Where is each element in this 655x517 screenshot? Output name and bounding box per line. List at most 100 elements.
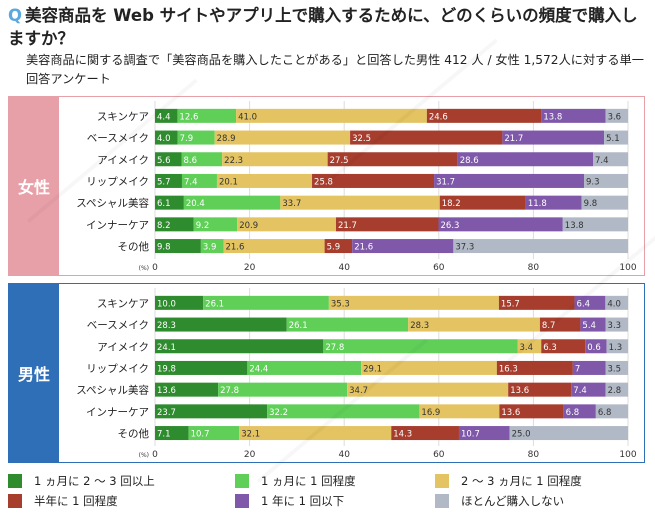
bar-segment	[391, 426, 459, 441]
x-tick-label: 80	[528, 263, 540, 273]
legend-swatch	[435, 494, 449, 508]
bar-segment	[181, 173, 217, 188]
bar-segment	[155, 130, 178, 145]
bar-segment	[155, 295, 204, 310]
legend-swatch	[8, 494, 22, 508]
male-panel: 男性 0 20 40 60 80 100 (%) スキンケア 10.0 26.1 35.3 15.7 6…	[8, 283, 645, 463]
bar-segment	[563, 404, 596, 419]
data-label: 27.5	[330, 156, 349, 166]
bar-segment	[517, 339, 542, 354]
bar-segment	[327, 152, 458, 167]
category-label: リップメイク	[86, 176, 149, 188]
x-tick-label: 60	[433, 450, 445, 460]
data-label: 13.8	[565, 221, 584, 231]
data-label: 20.4	[186, 199, 205, 209]
data-label: 7.4	[573, 386, 587, 396]
data-label: 7.1	[157, 430, 171, 440]
legend-item: 1 年に 1 回以下	[235, 493, 344, 509]
data-label: 0.6	[587, 343, 601, 353]
data-label: 29.1	[363, 364, 382, 374]
bar-segment	[541, 108, 606, 123]
data-label: 21.7	[338, 221, 357, 231]
data-label: 26.1	[205, 299, 224, 309]
data-label: 7.4	[595, 156, 609, 166]
bar-segment	[183, 195, 281, 210]
data-label: 5.9	[327, 243, 341, 253]
bar-segment	[585, 339, 607, 354]
bar-segment	[223, 239, 325, 254]
female-panel: 女性 0 20 40 60 80 100 (%) スキンケア 4.4 12.6 41.0 24.6 13…	[8, 96, 645, 276]
bar-segment	[216, 173, 313, 188]
legend-item: ほとんど購入しない	[435, 493, 564, 509]
category-label: リップメイク	[86, 363, 149, 375]
bar-segment	[155, 195, 184, 210]
data-label: 26.3	[441, 221, 460, 231]
x-tick-label: 20	[244, 263, 256, 273]
question-title: Q 美容商品を Web サイトやアプリ上で購入するために、どのくらいの頻度で購入し…	[8, 4, 653, 50]
data-label: 23.7	[157, 408, 176, 418]
legend-swatch	[235, 494, 249, 508]
bar-segment	[203, 295, 329, 310]
category-label: アイメイク	[97, 154, 149, 166]
data-label: 9.2	[196, 221, 210, 231]
bar-segment	[188, 426, 240, 441]
data-label: 26.1	[289, 321, 308, 331]
data-label: 28.3	[157, 321, 176, 331]
bar-segment	[200, 239, 224, 254]
bar-segment	[177, 130, 215, 145]
legend-item: 2 ～ 3 ヵ月に 1 回程度	[435, 473, 582, 489]
bar-segment	[439, 195, 526, 210]
x-tick-label: 80	[528, 450, 540, 460]
bar-segment	[155, 152, 182, 167]
data-label: 15.7	[501, 299, 520, 309]
data-label: 9.8	[157, 243, 171, 253]
bar-segment	[426, 108, 542, 123]
bar-segment	[499, 404, 564, 419]
data-label: 6.8	[566, 408, 580, 418]
data-label: 35.3	[331, 299, 350, 309]
legend-label: 2 ～ 3 ヵ月に 1 回程度	[461, 474, 582, 488]
data-label: 7.9	[180, 134, 194, 144]
data-label: 4.0	[157, 134, 171, 144]
category-label: スペシャル美容	[76, 384, 149, 397]
data-label: 28.3	[410, 321, 429, 331]
data-label: 33.7	[282, 199, 301, 209]
legend-item: 1 ヵ月に 2 ～ 3 回以上	[8, 473, 155, 489]
x-tick-label: 0	[152, 450, 158, 460]
bar-segment	[361, 360, 497, 375]
legend-label: 1 ヵ月に 2 ～ 3 回以上	[34, 474, 155, 488]
x-unit-label: (%)	[139, 452, 149, 459]
bar-segment	[237, 217, 336, 232]
x-tick-label: 0	[152, 263, 158, 273]
data-label: 5.4	[582, 321, 596, 331]
bar-segment	[502, 130, 605, 145]
category-label: ベースメイク	[87, 133, 149, 145]
data-label: 8.6	[183, 156, 197, 166]
data-label: 31.7	[436, 177, 455, 187]
data-label: 32.5	[352, 134, 371, 144]
bar-segment	[155, 360, 248, 375]
category-label: アイメイク	[97, 341, 149, 353]
x-tick-label: 100	[619, 263, 636, 273]
data-label: 6.8	[598, 408, 612, 418]
bar-segment	[458, 426, 510, 441]
data-label: 20.1	[219, 177, 238, 187]
q-mark: Q	[8, 6, 23, 25]
bar-segment	[438, 217, 563, 232]
data-label: 13.6	[501, 408, 520, 418]
data-label: 32.2	[269, 408, 288, 418]
data-label: 27.8	[220, 386, 239, 396]
bar-segment	[496, 360, 573, 375]
data-label: 21.6	[225, 243, 244, 253]
legend-label: 半年に 1 回程度	[34, 494, 118, 508]
data-label: 21.6	[354, 243, 373, 253]
data-label: 21.7	[504, 134, 523, 144]
bar-segment	[541, 339, 586, 354]
data-label: 16.3	[499, 364, 518, 374]
data-label: 14.3	[393, 430, 412, 440]
data-label: 7	[575, 364, 580, 374]
category-label: その他	[118, 427, 150, 440]
data-label: 18.2	[442, 199, 461, 209]
bar-segment	[181, 152, 223, 167]
bar-segment	[525, 195, 582, 210]
